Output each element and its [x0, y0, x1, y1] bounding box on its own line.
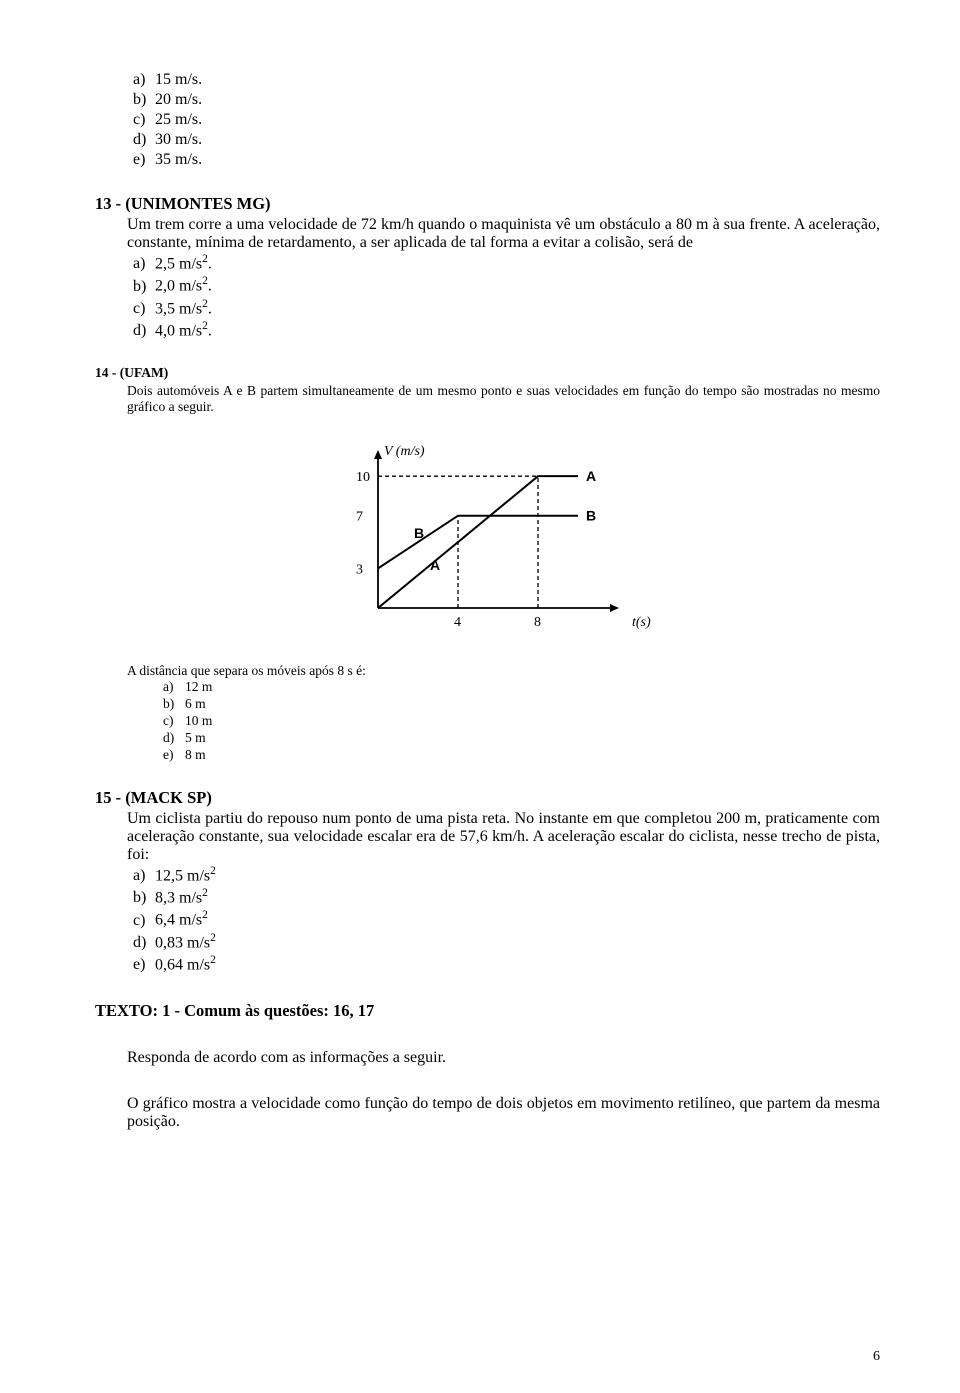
- texto-p1: Responda de acordo com as informações a …: [127, 1049, 880, 1067]
- list-item: c)6,4 m/s2: [133, 908, 880, 930]
- svg-text:4: 4: [454, 615, 461, 630]
- option-text: 30 m/s.: [155, 131, 202, 148]
- list-item: a)12 m: [163, 679, 880, 696]
- svg-text:B: B: [586, 508, 596, 524]
- option-text: 12,5 m/s: [155, 867, 210, 884]
- svg-text:3: 3: [356, 563, 363, 578]
- list-item: a)12,5 m/s2: [133, 864, 880, 886]
- q14-lead: A distância que separa os móveis após 8 …: [127, 663, 880, 679]
- option-text: 2,5 m/s: [155, 255, 202, 272]
- q14-body: Dois automóveis A e B partem simultaneam…: [127, 383, 880, 415]
- list-item: e)8 m: [163, 747, 880, 764]
- q13-header: 13 - (UNIMONTES MG): [95, 194, 880, 214]
- texto-header: TEXTO: 1 - Comum às questões: 16, 17: [95, 1001, 880, 1021]
- q13-options: a)2,5 m/s2. b)2,0 m/s2. c)3,5 m/s2. d)4,…: [133, 252, 880, 341]
- list-item: c)3,5 m/s2.: [133, 297, 880, 319]
- svg-text:10: 10: [356, 470, 370, 485]
- list-item: b)20 m/s.: [133, 90, 880, 110]
- option-text: 0,83 m/s: [155, 934, 210, 951]
- list-item: b)8,3 m/s2: [133, 886, 880, 908]
- q15-options: a)12,5 m/s2 b)8,3 m/s2 c)6,4 m/s2 d)0,83…: [133, 864, 880, 976]
- q13-body: Um trem corre a uma velocidade de 72 km/…: [127, 216, 880, 252]
- q12-options: a)15 m/s. b)20 m/s. c)25 m/s. d)30 m/s. …: [133, 70, 880, 170]
- option-text: 0,64 m/s: [155, 956, 210, 973]
- texto-p2: O gráfico mostra a velocidade como funçã…: [127, 1095, 880, 1131]
- q15-header: 15 - (MACK SP): [95, 788, 880, 808]
- q14-chart: V (m/s)t(s)371048ABAB: [323, 433, 653, 653]
- option-text: 15 m/s.: [155, 71, 202, 88]
- list-item: e)0,64 m/s2: [133, 953, 880, 975]
- list-item: b)2,0 m/s2.: [133, 274, 880, 296]
- option-text: 3,5 m/s: [155, 300, 202, 317]
- list-item: e)35 m/s.: [133, 150, 880, 170]
- page-number: 6: [873, 1349, 880, 1365]
- option-text: 8,3 m/s: [155, 889, 202, 906]
- option-text: 20 m/s.: [155, 91, 202, 108]
- option-text: 8 m: [185, 747, 206, 762]
- option-text: 5 m: [185, 730, 206, 745]
- list-item: b)6 m: [163, 696, 880, 713]
- svg-text:8: 8: [534, 615, 541, 630]
- svg-text:A: A: [586, 468, 596, 484]
- list-item: c)25 m/s.: [133, 110, 880, 130]
- option-text: 12 m: [185, 679, 212, 694]
- svg-text:7: 7: [356, 510, 363, 525]
- option-text: 4,0 m/s: [155, 322, 202, 339]
- q14-options: a)12 m b)6 m c)10 m d)5 m e)8 m: [163, 679, 880, 763]
- list-item: a)2,5 m/s2.: [133, 252, 880, 274]
- list-item: d)4,0 m/s2.: [133, 319, 880, 341]
- option-text: 6,4 m/s: [155, 912, 202, 929]
- option-text: 25 m/s.: [155, 111, 202, 128]
- option-text: 2,0 m/s: [155, 278, 202, 295]
- list-item: a)15 m/s.: [133, 70, 880, 90]
- page: a)15 m/s. b)20 m/s. c)25 m/s. d)30 m/s. …: [0, 0, 960, 1393]
- q15-body: Um ciclista partiu do repouso num ponto …: [127, 810, 880, 864]
- svg-text:A: A: [430, 557, 440, 573]
- option-text: 10 m: [185, 713, 212, 728]
- list-item: d)30 m/s.: [133, 130, 880, 150]
- list-item: d)0,83 m/s2: [133, 931, 880, 953]
- list-item: c)10 m: [163, 713, 880, 730]
- svg-text:B: B: [414, 525, 424, 541]
- svg-text:t(s): t(s): [632, 615, 651, 630]
- svg-text:V (m/s): V (m/s): [384, 444, 425, 459]
- option-text: 6 m: [185, 696, 206, 711]
- list-item: d)5 m: [163, 730, 880, 747]
- q14-header: 14 - (UFAM): [95, 365, 880, 381]
- option-text: 35 m/s.: [155, 151, 202, 168]
